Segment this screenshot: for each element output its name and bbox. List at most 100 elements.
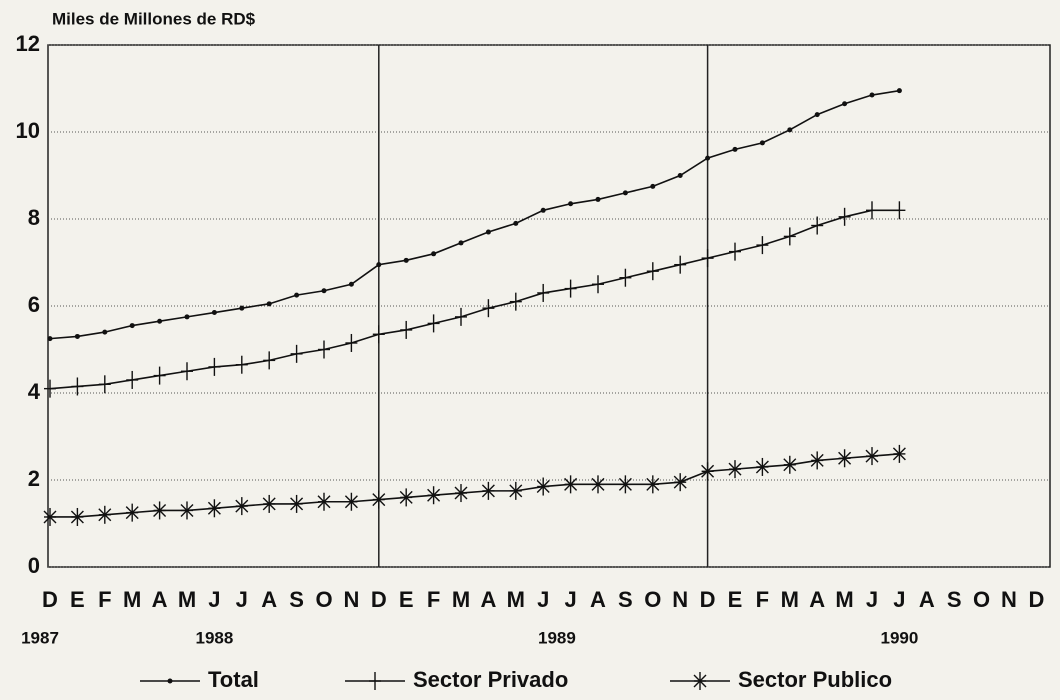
marker-stroke xyxy=(728,462,742,476)
marker xyxy=(701,249,714,268)
marker xyxy=(458,240,464,246)
y-tick-label: 6 xyxy=(28,292,40,317)
x-tick-label: D xyxy=(42,587,58,612)
marker xyxy=(102,329,108,335)
marker xyxy=(485,229,491,235)
x-tick-label: N xyxy=(343,587,359,612)
marker-stroke xyxy=(509,484,523,498)
marker xyxy=(290,344,303,363)
marker xyxy=(167,678,173,684)
x-tick-label: M xyxy=(178,587,196,612)
x-tick-label: O xyxy=(973,587,990,612)
marker xyxy=(317,492,331,511)
marker xyxy=(564,475,578,494)
marker xyxy=(263,351,276,370)
marker-stroke xyxy=(454,486,468,500)
marker-stroke xyxy=(481,484,495,498)
marker-stroke xyxy=(701,464,715,478)
marker-stroke xyxy=(125,506,139,520)
marker xyxy=(701,462,715,481)
marker-stroke xyxy=(235,499,249,513)
marker xyxy=(431,251,437,257)
marker-dot xyxy=(167,678,173,684)
marker xyxy=(321,288,327,294)
marker-dot xyxy=(896,88,902,94)
marker xyxy=(537,283,550,302)
x-tick-label: D xyxy=(1028,587,1044,612)
x-tick-label: A xyxy=(809,587,825,612)
x-tick-label: M xyxy=(781,587,799,612)
legend-label: Sector Publico xyxy=(738,667,892,692)
x-tick-label: A xyxy=(919,587,935,612)
marker-dot xyxy=(376,262,382,268)
marker xyxy=(294,292,300,298)
x-tick-label: A xyxy=(152,587,168,612)
marker xyxy=(509,481,523,500)
marker xyxy=(811,216,824,235)
marker xyxy=(595,196,601,202)
x-tick-label: D xyxy=(700,587,716,612)
marker xyxy=(677,173,683,178)
x-tick-label: A xyxy=(480,587,496,612)
marker-stroke xyxy=(693,674,707,688)
series-line xyxy=(49,89,900,340)
marker-stroke xyxy=(892,447,906,461)
marker-stroke xyxy=(783,458,797,472)
marker xyxy=(266,301,272,307)
marker-dot xyxy=(814,112,820,118)
marker xyxy=(239,305,245,311)
marker-dot xyxy=(47,336,53,342)
marker xyxy=(673,473,687,492)
x-tick-label: J xyxy=(893,587,905,612)
marker xyxy=(98,505,112,524)
marker xyxy=(568,201,574,207)
marker-dot xyxy=(842,101,848,107)
marker xyxy=(513,220,519,226)
marker-dot xyxy=(157,318,163,324)
marker-stroke xyxy=(290,497,304,511)
marker xyxy=(728,460,742,479)
marker xyxy=(842,101,848,107)
marker xyxy=(345,333,358,352)
marker xyxy=(619,268,632,287)
marker-dot xyxy=(321,288,327,294)
marker xyxy=(98,375,111,394)
marker xyxy=(427,314,440,333)
marker xyxy=(129,323,135,329)
marker xyxy=(399,488,413,507)
marker xyxy=(591,475,605,494)
y-tick-label: 0 xyxy=(28,553,40,578)
marker-dot xyxy=(595,196,601,202)
marker-dot xyxy=(677,173,683,178)
marker xyxy=(403,257,409,263)
marker-stroke xyxy=(344,495,358,509)
marker xyxy=(400,320,413,339)
marker xyxy=(47,336,53,342)
marker xyxy=(207,499,221,518)
year-label: 1987 xyxy=(21,628,59,647)
marker xyxy=(838,207,851,226)
marker xyxy=(181,362,193,381)
marker xyxy=(70,507,84,526)
marker-dot xyxy=(403,257,409,263)
marker xyxy=(705,155,711,161)
marker-dot xyxy=(568,201,574,207)
x-tick-label: E xyxy=(70,587,85,612)
x-tick-label: M xyxy=(507,587,525,612)
marker xyxy=(650,183,656,189)
marker-dot xyxy=(266,301,272,307)
marker xyxy=(646,475,660,494)
marker xyxy=(427,486,441,505)
marker-stroke xyxy=(207,501,221,515)
marker xyxy=(318,340,330,359)
marker-stroke xyxy=(673,475,687,489)
marker-dot xyxy=(239,305,245,311)
marker xyxy=(180,501,194,520)
marker-dot xyxy=(869,92,875,98)
marker xyxy=(646,262,659,281)
marker-stroke xyxy=(262,497,276,511)
x-tick-label: A xyxy=(261,587,277,612)
marker-stroke xyxy=(646,477,660,491)
marker xyxy=(810,451,824,470)
